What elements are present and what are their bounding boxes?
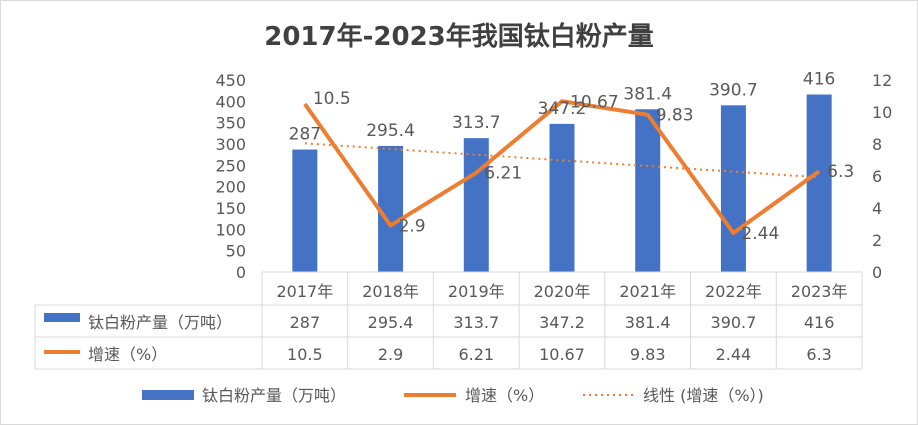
chart-title: 2017年-2023年我国钛白粉产量 [264,22,654,52]
table-cell-production: 347.2 [539,313,585,332]
bar-2017年 [292,149,318,272]
bar-data-label: 347.2 [538,99,587,119]
bar-data-label: 381.4 [623,84,672,104]
table-cell-growth: 6.3 [806,345,831,364]
bar-2020年 [549,123,575,273]
line-data-label: 10.67 [570,92,619,112]
right-axis-tick-label: 8 [872,135,882,154]
bar-data-label: 287 [289,125,321,145]
table-cell-growth: 9.83 [630,345,666,364]
line-data-label: 9.83 [656,106,694,126]
category-label: 2017年 [276,282,333,301]
table-cell-production: 313.7 [453,313,499,332]
category-label: 2018年 [362,282,419,301]
line-data-label: 6.21 [484,164,522,184]
line-data-label: 2.44 [741,224,779,244]
table-legend-key-bar [44,313,80,322]
right-axis-tick-label: 12 [872,71,892,90]
bar-2019年 [463,138,489,272]
legend-label: 线性 (增速（%）) [643,386,764,405]
left-axis-tick-label: 250 [215,156,246,175]
right-axis-tick-label: 0 [872,263,882,282]
left-axis-tick-label: 450 [215,71,246,90]
line-data-label: 6.3 [827,162,854,182]
left-axis-tick-label: 0 [236,263,246,282]
bar-2023年 [806,94,832,272]
growth-line [303,99,821,235]
legend-label: 增速（%） [465,386,544,405]
category-label: 2019年 [448,282,505,301]
right-axis-tick-label: 10 [872,103,892,122]
category-label: 2021年 [619,282,676,301]
left-axis-tick-label: 150 [215,199,246,218]
category-label: 2022年 [705,282,762,301]
left-axis-tick-label: 350 [215,114,246,133]
table-row-label: 钛白粉产量（万吨） [88,313,232,332]
category-label: 2023年 [791,282,848,301]
table-cell-growth: 10.67 [539,345,585,364]
table-cell-production: 381.4 [625,313,671,332]
trendline [304,142,820,179]
bar-2018年 [378,145,404,272]
table-cell-production: 390.7 [711,313,757,332]
table-cell-production: 295.4 [368,313,414,332]
left-axis-tick-label: 200 [215,178,246,197]
legend-key-bar [142,390,194,400]
right-axis-tick-label: 4 [872,199,882,218]
table-cell-growth: 10.5 [287,345,323,364]
category-label: 2020年 [534,282,591,301]
left-axis-tick-label: 100 [215,220,246,239]
right-axis-tick-label: 2 [872,231,882,250]
table-cell-growth: 2.9 [378,345,403,364]
left-axis-tick-label: 50 [226,242,246,261]
right-axis-tick-label: 6 [872,167,882,186]
bar-data-label: 313.7 [452,113,501,133]
table-cell-growth: 6.21 [458,345,494,364]
bar-data-label: 416 [803,70,835,90]
bar-2021年 [635,109,661,272]
bar-data-label: 390.7 [709,80,758,100]
left-axis-tick-label: 300 [215,135,246,154]
bar-data-label: 295.4 [366,121,415,141]
bar-2022年 [720,105,746,272]
table-cell-production: 416 [804,313,835,332]
table-cell-production: 287 [290,313,321,332]
line-data-label: 2.9 [399,217,426,237]
table-cell-growth: 2.44 [716,345,752,364]
line-data-label: 10.5 [313,89,351,109]
left-axis-tick-label: 400 [215,92,246,111]
legend-label: 钛白粉产量（万吨） [202,386,346,405]
table-row-label: 增速（%） [88,345,167,364]
